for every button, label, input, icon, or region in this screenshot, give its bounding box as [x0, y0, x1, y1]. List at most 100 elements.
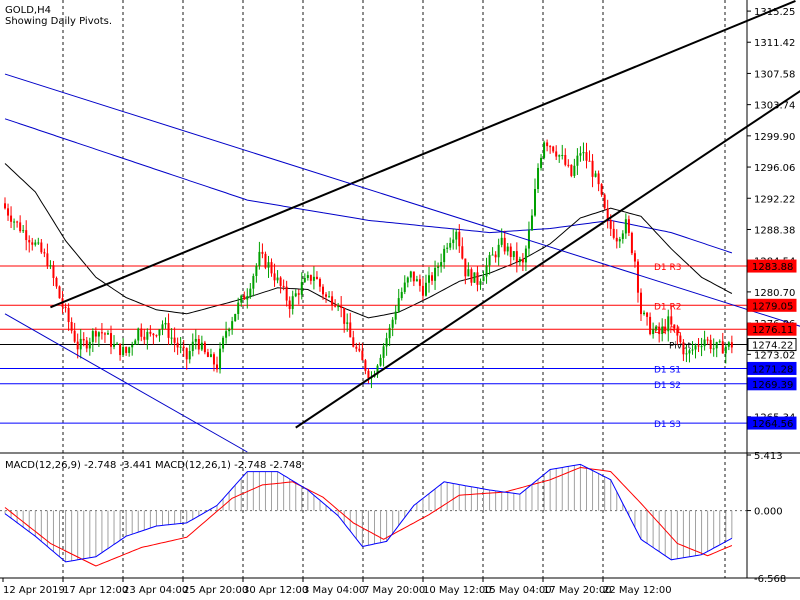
candle-body: [355, 346, 358, 349]
candle-body: [673, 324, 676, 329]
trendline[interactable]: [50, 0, 796, 309]
candle-body: [482, 276, 485, 282]
candle-body: [128, 347, 131, 353]
candle-body: [537, 167, 540, 190]
candle-body: [106, 333, 109, 335]
time-tick-label: 10 May 12:00: [423, 585, 492, 596]
candle-body: [143, 336, 146, 340]
candle-body: [449, 243, 452, 248]
candle-body: [503, 237, 506, 252]
candle-body: [364, 360, 367, 371]
candle-body: [727, 342, 730, 347]
candle-body: [455, 231, 458, 240]
candle-body: [403, 282, 406, 292]
candle-body: [506, 246, 509, 252]
price-label: 1279.05: [752, 301, 793, 312]
candle-body: [261, 251, 264, 254]
trendlines[interactable]: [4, 0, 800, 453]
time-tick-label: 23 Apr 04:00: [123, 585, 188, 596]
candle-body: [485, 265, 488, 277]
candle-body: [385, 338, 388, 347]
candle-body: [282, 285, 285, 287]
price-label-box: [747, 322, 797, 336]
candle-body: [270, 262, 273, 274]
candle-body: [488, 255, 491, 266]
candle-body: [615, 237, 618, 242]
trendline[interactable]: [295, 66, 800, 429]
candle-body: [294, 293, 297, 297]
macd-panel: [0, 463, 747, 567]
candle-body: [103, 333, 106, 335]
candle-body: [191, 341, 194, 352]
trendline[interactable]: [4, 313, 248, 453]
candle-body: [688, 350, 691, 354]
candle-body: [237, 302, 240, 315]
candle-body: [603, 194, 606, 209]
candle-body: [388, 327, 391, 339]
candle-body: [594, 173, 597, 177]
pivot-label: D1 R2: [654, 302, 682, 312]
candle-body: [379, 357, 382, 366]
candle-body: [640, 292, 642, 315]
candle-body: [649, 316, 652, 335]
price-label: 1274.22: [752, 341, 793, 352]
candle-body: [658, 326, 661, 335]
candle-body: [288, 300, 291, 309]
candle-body: [567, 164, 570, 166]
candle-body: [291, 296, 294, 309]
candle-body: [76, 341, 79, 350]
candle-body: [509, 246, 512, 257]
candle-body: [700, 346, 703, 348]
candle-body: [216, 364, 218, 370]
time-tick-label: 7 May 20:00: [363, 585, 425, 596]
candle-body: [43, 252, 46, 254]
candle-body: [473, 272, 476, 283]
candle-body: [164, 322, 167, 325]
candle-body: [231, 321, 234, 330]
candle-body: [621, 233, 624, 240]
candle-body: [555, 151, 558, 157]
time-tick-label: 12 Apr 2019: [3, 585, 65, 596]
candle-body: [543, 142, 546, 158]
candle-body: [297, 293, 300, 295]
price-tick-label: 1288.38: [754, 225, 795, 236]
candle-body: [4, 203, 6, 209]
price-label: 1264.56: [752, 419, 793, 430]
candles: [4, 139, 733, 389]
time-tick-label: 30 Apr 12:00: [243, 585, 308, 596]
candle-body: [437, 266, 440, 268]
candle-body: [552, 146, 555, 152]
candle-body: [415, 279, 418, 282]
candle-body: [458, 231, 461, 247]
pivot-label: Pivot: [669, 342, 692, 352]
candle-body: [627, 219, 630, 233]
candle-body: [182, 346, 185, 349]
price-label-box: [747, 416, 797, 430]
candle-body: [31, 242, 34, 245]
price-tick-label: 1307.58: [754, 69, 795, 80]
candle-body: [397, 298, 400, 312]
candle-body: [328, 296, 331, 298]
pivot-label: D1 R3: [654, 263, 682, 273]
candle-body: [197, 338, 200, 350]
trendline[interactable]: [4, 73, 800, 338]
price-label: 1269.39: [752, 380, 793, 391]
candle-body: [228, 329, 231, 332]
candle-body: [273, 273, 276, 281]
candle-body: [464, 258, 467, 277]
candle-body: [318, 279, 321, 287]
price-label-box: [747, 338, 797, 352]
candle-body: [40, 242, 43, 253]
candle-body: [521, 258, 524, 263]
candle-body: [94, 331, 97, 337]
candle-body: [116, 343, 119, 345]
candle-body: [176, 342, 179, 348]
candle-body: [170, 337, 173, 339]
candle-body: [670, 316, 673, 325]
candle-body: [421, 285, 424, 296]
candle-body: [64, 306, 67, 308]
candle-body: [652, 329, 655, 335]
pivot-label: D1 S1: [654, 365, 681, 375]
